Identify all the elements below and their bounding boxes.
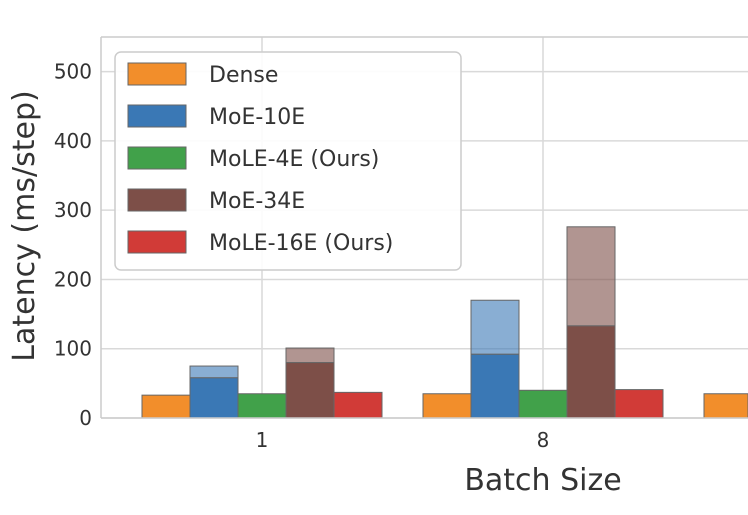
bar (422, 393, 472, 419)
bar (470, 353, 520, 419)
bar (518, 389, 568, 419)
bar-upper (189, 365, 239, 379)
bar (333, 391, 383, 419)
axes: 0 100 200 300 400 500 1 8 (54, 36, 748, 452)
legend-swatch (127, 188, 187, 212)
legend-swatch (127, 62, 187, 86)
legend-label: MoE-34E (209, 189, 305, 214)
x-axis-title: Batch Size (464, 463, 621, 498)
legend-box (114, 51, 462, 271)
bar-upper (285, 347, 335, 364)
bar (614, 389, 664, 419)
bar-upper (470, 299, 520, 355)
legend-swatch (127, 104, 187, 128)
bars (141, 226, 748, 419)
x-tick-label: 1 (256, 428, 269, 452)
bar-upper (566, 226, 616, 327)
legend-swatch (127, 230, 187, 254)
legend-label: Dense (209, 63, 278, 88)
legend: Dense MoE-10E MoLE-4E (Ours) MoE-34E MoLE-16… (114, 51, 462, 271)
y-tick-label: 200 (54, 267, 92, 291)
legend-swatch (127, 146, 187, 170)
bar (141, 394, 191, 419)
y-tick-label: 400 (54, 129, 92, 153)
x-tick-label: 8 (537, 428, 550, 452)
y-tick-label: 300 (54, 198, 92, 222)
bar (703, 393, 748, 419)
bar (285, 362, 335, 419)
legend-label: MoLE-16E (Ours) (209, 231, 393, 256)
legend-label: MoLE-4E (Ours) (209, 147, 379, 172)
legend-label: MoE-10E (209, 105, 305, 130)
y-axis-title: Latency (ms/step) (7, 90, 42, 361)
y-tick-label: 100 (54, 337, 92, 361)
bar (237, 393, 287, 419)
bar (189, 377, 239, 419)
y-tick-label: 0 (79, 406, 92, 430)
bar (566, 325, 616, 419)
y-tick-label: 500 (54, 60, 92, 84)
